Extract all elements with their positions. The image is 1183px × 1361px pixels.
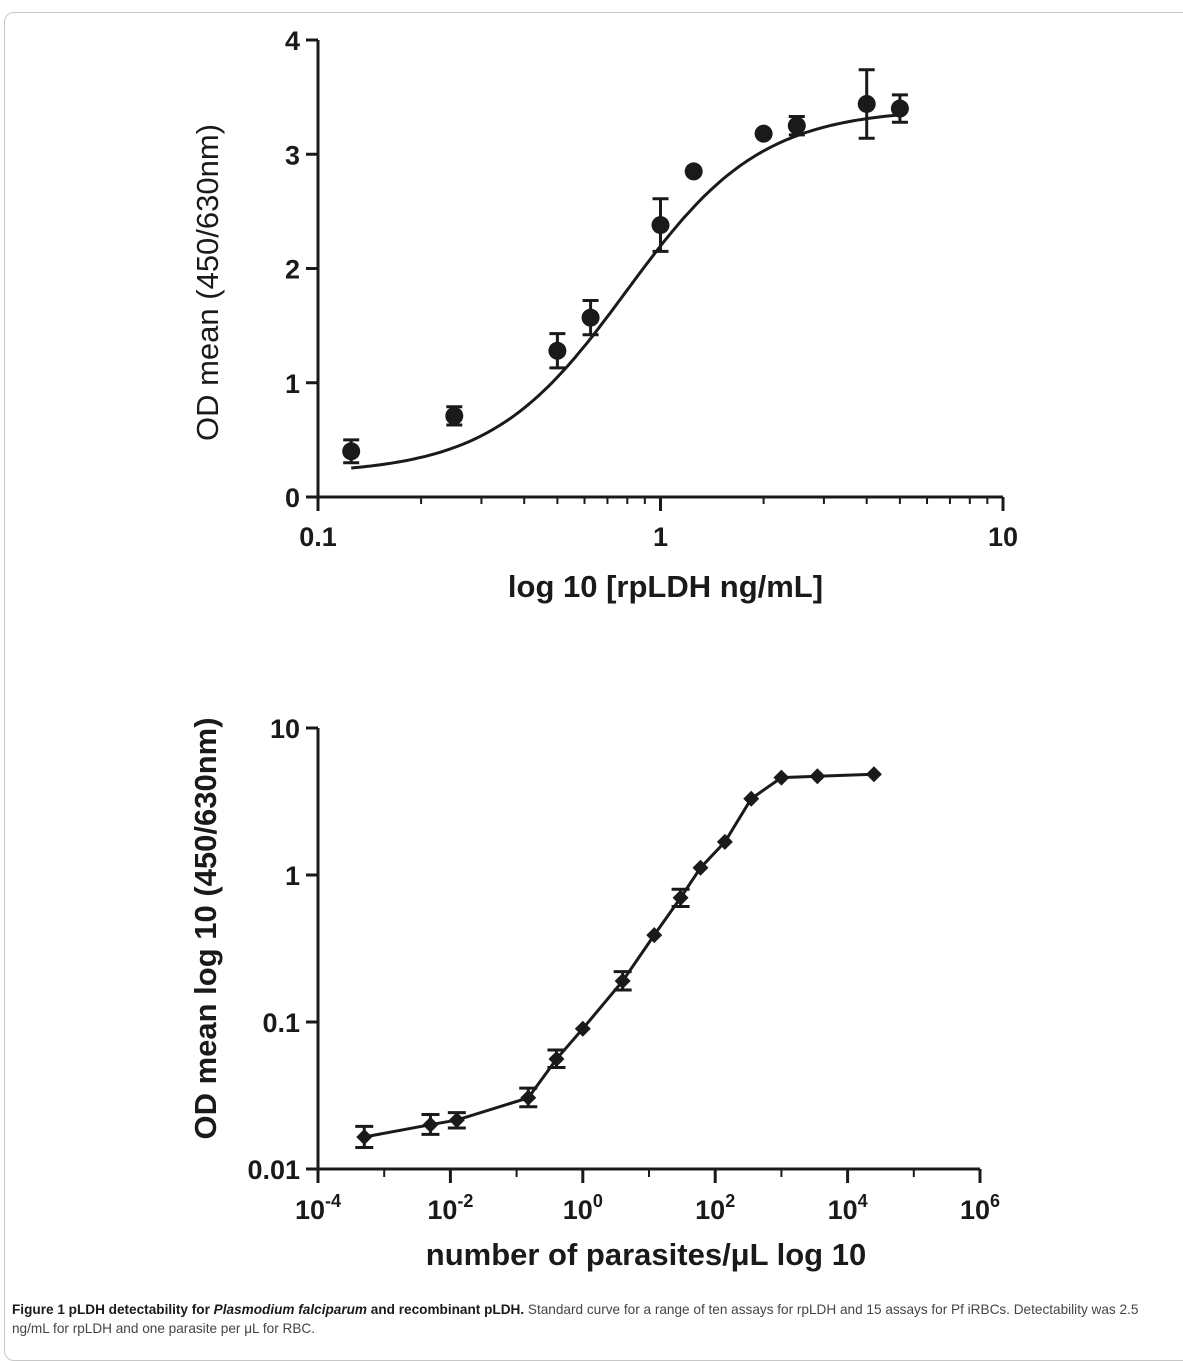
caption-title-post: and recombinant pLDH. xyxy=(367,1302,525,1317)
x-tick-base: 10 xyxy=(828,1195,858,1225)
x-tick-base: 10 xyxy=(427,1195,457,1225)
data-point xyxy=(692,859,709,876)
data-point xyxy=(754,124,773,143)
data-point xyxy=(672,889,689,906)
data-point xyxy=(809,768,826,785)
data-point xyxy=(422,1116,439,1133)
x-tick-label: 0.1 xyxy=(299,522,337,552)
data-point xyxy=(787,116,806,135)
x-tick-label: 104 xyxy=(828,1191,868,1225)
data-point xyxy=(684,162,703,181)
data-point xyxy=(614,973,631,990)
data-point xyxy=(716,833,733,850)
x-tick-label: 106 xyxy=(960,1191,1000,1225)
y-axis-label: OD mean log 10 (450/630nm) xyxy=(188,717,223,1139)
x-tick-exponent: 6 xyxy=(990,1191,1000,1211)
y-tick-label: 3 xyxy=(285,140,300,170)
data-point xyxy=(445,406,464,425)
x-tick-base: 10 xyxy=(295,1195,325,1225)
caption-title-italic: Plasmodium falciparum xyxy=(213,1302,368,1317)
y-tick-label: 0.01 xyxy=(247,1155,300,1185)
x-tick-base: 10 xyxy=(563,1195,593,1225)
x-tick-label: 10-4 xyxy=(295,1191,341,1225)
x-tick-label: 1 xyxy=(653,522,668,552)
y-axis-label: OD mean (450/630nm) xyxy=(190,124,225,441)
caption-text: Standard curve for a range of ten assays… xyxy=(12,1302,1139,1336)
data-point xyxy=(520,1089,537,1106)
data-point xyxy=(743,790,760,807)
y-tick-label: 4 xyxy=(285,26,300,56)
x-tick-base: 10 xyxy=(960,1195,990,1225)
data-point xyxy=(548,341,567,360)
data-point xyxy=(651,216,670,235)
fit-curve xyxy=(351,113,901,470)
data-point xyxy=(646,927,663,944)
data-point xyxy=(342,442,361,461)
data-point xyxy=(857,94,876,113)
chart-od-vs-rpldh: 0 1 2 3 4 0.1 1 10 log 10 [rpLDH ng/mL] OD mean (… xyxy=(190,26,1018,604)
y-tick-label: 0 xyxy=(285,483,300,513)
y-tick-label: 1 xyxy=(285,861,300,891)
series-line xyxy=(364,772,874,1139)
x-tick-exponent: 0 xyxy=(593,1191,603,1211)
caption-label: Figure 1 xyxy=(12,1302,65,1317)
data-point xyxy=(356,1129,373,1146)
y-tick-label: 2 xyxy=(285,255,300,285)
x-tick-label: 100 xyxy=(563,1191,603,1225)
x-tick-exponent: 4 xyxy=(858,1191,868,1211)
figure-caption: Figure 1 pLDH detectability for Plasmodi… xyxy=(12,1300,1172,1338)
y-tick-label: 0.1 xyxy=(262,1008,300,1038)
x-tick-exponent: -2 xyxy=(457,1191,473,1211)
x-tick-base: 10 xyxy=(695,1195,725,1225)
data-point xyxy=(773,769,790,786)
x-axis-label: number of parasites/μL log 10 xyxy=(426,1237,866,1272)
data-point xyxy=(865,766,882,783)
y-tick-label: 10 xyxy=(270,714,300,744)
x-tick-label: 10 xyxy=(988,522,1018,552)
x-tick-exponent: -4 xyxy=(325,1191,341,1211)
y-tick-label: 1 xyxy=(285,369,300,399)
data-point xyxy=(548,1051,565,1068)
data-point xyxy=(574,1020,591,1037)
x-axis-label: log 10 [rpLDH ng/mL] xyxy=(508,569,823,604)
x-tick-label: 102 xyxy=(695,1191,735,1225)
data-point xyxy=(581,308,600,327)
x-tick-exponent: 2 xyxy=(725,1191,735,1211)
caption-title-pre: pLDH detectability for xyxy=(64,1302,214,1317)
x-tick-label: 10-2 xyxy=(427,1191,473,1225)
data-point xyxy=(448,1112,465,1129)
data-point xyxy=(890,99,909,118)
